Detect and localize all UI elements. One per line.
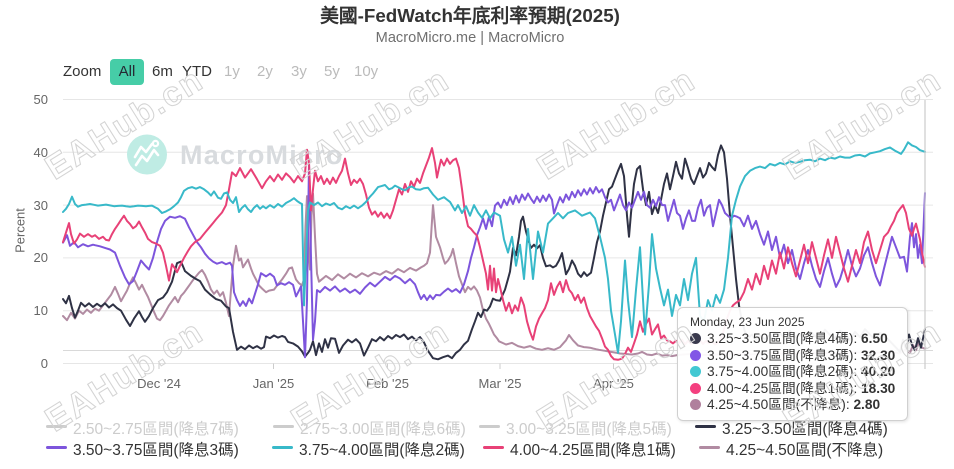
svg-text:MacroMicro: MacroMicro	[180, 140, 344, 170]
